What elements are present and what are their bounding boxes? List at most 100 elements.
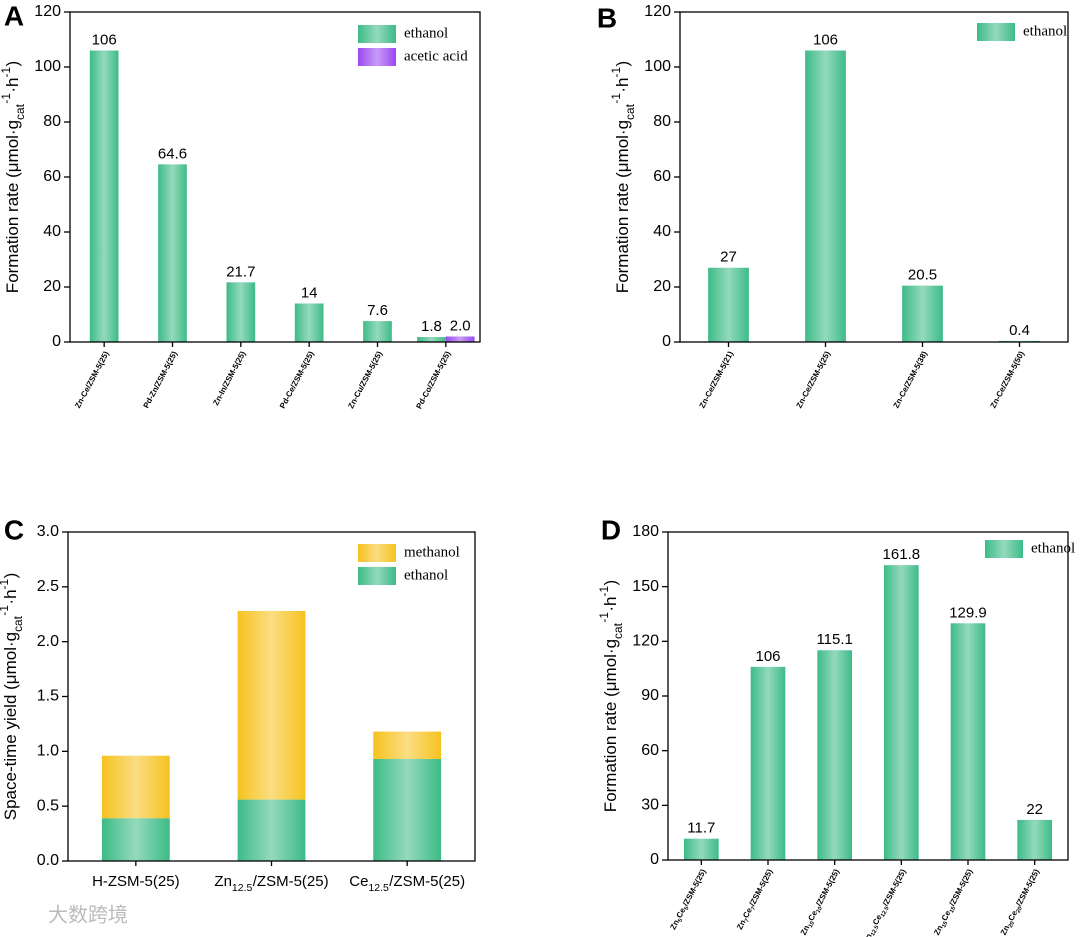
x-tick-label: Zn-Cu/ZSM-5(25) — [346, 349, 384, 410]
x-tick-label: Zn-In/ZSM-5(25) — [211, 349, 247, 406]
y-tick-label: 1.0 — [37, 743, 59, 760]
text-part: Zn — [799, 924, 812, 937]
text-part: /ZSM-5(25) — [881, 867, 908, 907]
value-label: 64.6 — [158, 145, 187, 162]
subscript: 5 — [684, 906, 691, 912]
y-tick-label: 0 — [662, 333, 671, 350]
y-tick-label: 0.0 — [37, 852, 59, 869]
value-label: 20.5 — [908, 267, 937, 284]
axis-frame — [679, 11, 1069, 343]
x-tick-label: H-ZSM-5(25) — [92, 873, 180, 890]
y-axis-label: Formation rate (μmol·gcat -1 ·h-1 ) — [0, 61, 27, 293]
panel-label: A — [4, 0, 24, 31]
text-part: ) — [601, 580, 620, 586]
x-tick-label: Zn10 Ce10 /ZSM-5(25) — [799, 867, 844, 937]
bar — [89, 50, 119, 342]
axis-frame — [667, 531, 1069, 861]
subscript: 15 — [942, 921, 950, 929]
y-tick-label: 80 — [653, 113, 671, 130]
y-tick-label: 1.5 — [37, 688, 59, 705]
y-tick-label: 40 — [43, 223, 61, 240]
x-tick-label: Zn20 Ce20 /ZSM-5(25) — [999, 867, 1044, 937]
text-part: Formation rate (μmol·g — [601, 639, 620, 812]
y-tick-label: 100 — [34, 58, 61, 75]
subscript: 20 — [1016, 906, 1024, 914]
value-label: 106 — [755, 648, 780, 665]
value-label: 2.0 — [450, 317, 471, 334]
subscript: 12.5 — [368, 882, 389, 894]
text-part: Ce — [871, 913, 884, 927]
y-tick-label: 0 — [650, 851, 659, 868]
value-label: 0.4 — [1009, 322, 1030, 339]
y-tick-label: 80 — [43, 113, 61, 130]
x-tick-label: Zn15 Ce15 /ZSM-5(25) — [932, 867, 977, 937]
bar — [417, 337, 446, 342]
text-part: ·h — [3, 78, 22, 93]
value-label: 161.8 — [883, 546, 921, 563]
y-tick-label: 2.0 — [37, 633, 59, 650]
y-axis-label: Formation rate (μmol·gcat -1 ·h-1 ) — [597, 580, 625, 812]
panel-label: D — [601, 514, 621, 545]
bar — [750, 666, 786, 860]
value-label: 1.8 — [421, 318, 442, 335]
bar-segment — [373, 759, 442, 861]
x-tick-label: Zn7 Ce7 /ZSM-5(25) — [735, 867, 777, 932]
text-part: Space-time yield (μmol·g — [1, 632, 20, 820]
text-part: Ce — [741, 906, 754, 920]
axis-frame — [67, 531, 476, 862]
x-tick-label: Zn-Ce/ZSM-5(25) — [73, 349, 111, 409]
text-part: ·h — [601, 597, 620, 612]
bar-segment — [237, 799, 306, 861]
panel-label: C — [4, 514, 24, 545]
subscript: 20 — [1008, 921, 1016, 929]
subscript: 12.5 — [871, 925, 881, 937]
text-part: /ZSM-5(25) — [814, 867, 841, 907]
legend-swatch — [358, 544, 396, 562]
text-part: Zn — [861, 932, 874, 937]
text-part: ) — [613, 61, 632, 67]
text-part: /ZSM-5(25) — [253, 873, 329, 890]
y-tick-label: 120 — [632, 633, 659, 650]
legend-label: acetic acid — [404, 48, 468, 64]
text-part: Formation rate (μmol·g — [613, 120, 632, 293]
text-part: /ZSM-5(25) — [948, 867, 975, 907]
subscript: cat — [13, 103, 27, 120]
x-tick-label: Pd-Zn/ZSM-5(25) — [142, 349, 180, 409]
text-part: Ce — [807, 909, 820, 923]
value-label: 7.6 — [367, 302, 388, 319]
legend-swatch — [358, 25, 396, 43]
y-tick-label: 20 — [43, 278, 61, 295]
x-tick-label: Zn-Ce/ZSM-5(50) — [989, 349, 1027, 409]
x-tick-label: Ce12.5 /ZSM-5(25) — [349, 873, 465, 894]
legend-label: ethanol — [404, 567, 448, 583]
bar — [884, 565, 919, 860]
text-part: ) — [3, 61, 22, 67]
y-tick-label: 3.0 — [37, 523, 59, 540]
subscript: 5 — [678, 918, 685, 924]
y-axis-label: Formation rate (μmol·gcat -1 ·h-1 ) — [609, 61, 637, 293]
bar — [226, 282, 256, 342]
value-label: 106 — [813, 31, 838, 48]
y-tick-label: 20 — [653, 278, 671, 295]
value-label: 14 — [301, 284, 318, 301]
panel-label: B — [597, 2, 617, 33]
subscript: cat — [11, 615, 25, 632]
text-part: Zn — [214, 873, 232, 890]
bar — [363, 321, 392, 342]
y-tick-label: 2.5 — [37, 578, 59, 595]
superscript: -1 — [0, 67, 13, 78]
y-tick-label: 120 — [34, 3, 61, 20]
subscript: 10 — [816, 906, 824, 914]
x-tick-label: Pd-Co/ZSM-5(25) — [414, 349, 452, 410]
superscript: -1 — [0, 605, 11, 616]
x-tick-label: Zn-Ce/ZSM-5(21) — [698, 349, 736, 409]
y-tick-label: 100 — [644, 58, 671, 75]
text-part: Ce — [1007, 909, 1020, 923]
watermark: 大数跨境 — [48, 903, 128, 926]
bar-segment — [237, 610, 306, 800]
superscript: -1 — [609, 67, 623, 78]
superscript: -1 — [597, 612, 611, 623]
y-tick-label: 180 — [632, 523, 659, 540]
